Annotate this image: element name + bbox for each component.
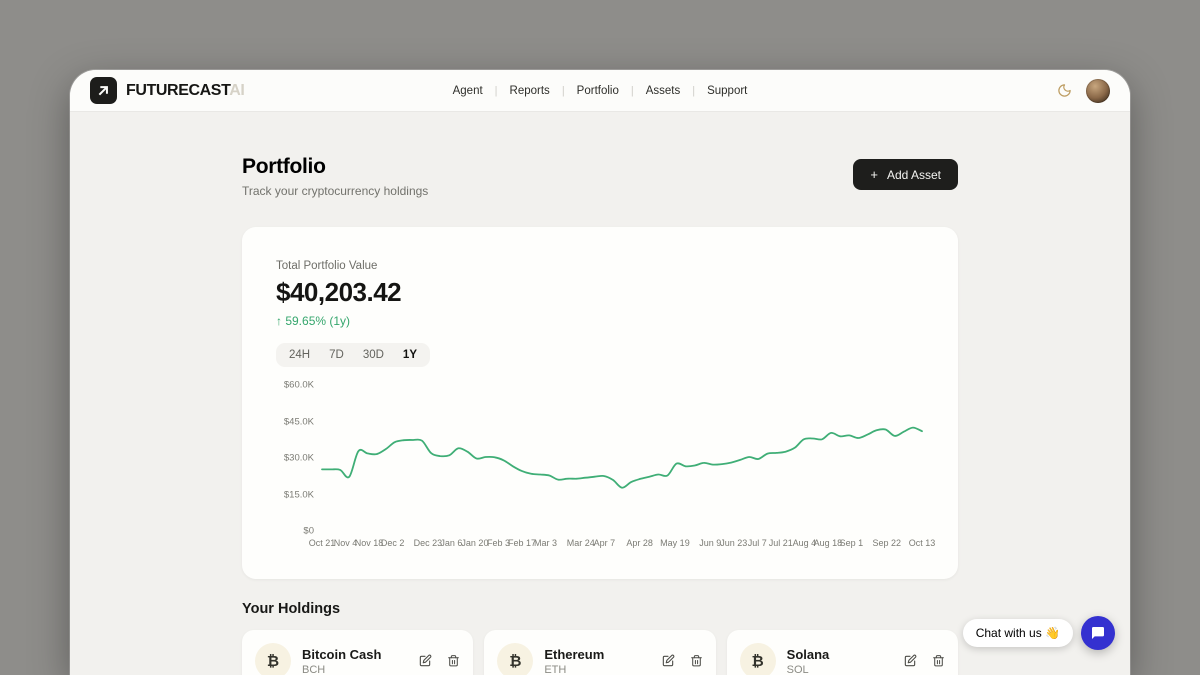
x-tick-label: Jun 9 [699,538,722,548]
y-tick-label: $45.0K [283,416,314,427]
nav-divider: | [494,84,498,97]
x-tick-label: Jul 21 [768,538,793,548]
range-tabs: 24H 7D 30D 1Y [276,343,430,367]
x-tick-label: Sep 1 [839,538,864,548]
nav-divider: | [561,84,565,97]
edit-icon [904,654,917,667]
nav-divider: | [692,84,696,97]
y-tick-label: $15.0K [283,489,314,500]
header-controls [1057,78,1110,103]
coin-name: Bitcoin Cash [302,646,382,662]
trash-icon [448,655,460,667]
range-tab-24h[interactable]: 24H [289,349,311,361]
nav-item-assets[interactable]: Assets [645,84,681,97]
holding-card-sol: ₿ Solana SOL AI Score: -1 (Slightly Bear… [726,630,958,675]
x-tick-label: Mar 24 [566,538,595,548]
x-tick-label: Dec 2 [380,538,405,548]
page-subtitle: Track your cryptocurrency holdings [242,184,429,198]
coin-icon: ₿ [497,643,534,675]
x-tick-label: Apr 28 [626,538,653,548]
top-navbar: FUTURECASTAI Agent | Reports | Portfolio | … [70,70,1130,112]
y-tick-label: $60.0K [283,379,314,391]
x-tick-label: Jun 23 [720,538,748,548]
page-header: Portfolio Track your cryptocurrency hold… [242,155,958,198]
coin-icon: ₿ [739,643,776,675]
coin-name: Solana [786,646,830,662]
coin-name: Ethereum [544,646,605,662]
chat-launcher-button[interactable] [1081,616,1115,650]
edit-icon [662,654,675,667]
page-title: Portfolio [242,155,326,178]
delete-asset-button[interactable] [932,654,945,668]
page-content: Portfolio Track your cryptocurrency hold… [242,112,958,675]
edit-asset-button[interactable] [903,654,917,668]
portfolio-value-card: Total Portfolio Value $40,203.42 ↑ 59.65… [242,227,958,579]
delete-asset-button[interactable] [447,654,460,668]
edit-asset-button[interactable] [661,654,675,668]
brand-logo[interactable]: FUTURECASTAI [90,77,245,104]
nav-item-agent[interactable]: Agent [452,84,483,97]
y-tick-label: $0 [303,525,314,537]
x-tick-label: Apr 7 [593,538,616,548]
x-tick-label: Mar 3 [534,538,558,548]
holding-card-eth: ₿ Ethereum ETH AI Score: -4 (Slightly Be… [484,630,716,675]
main-nav: Agent | Reports | Portfolio | Assets | Suppo… [453,85,748,97]
x-tick-label: Aug 18 [813,538,843,548]
range-tab-7d[interactable]: 7D [329,349,344,361]
holdings-cards: ₿ Bitcoin Cash BCH AI Score: -1 (Slightl… [242,630,958,675]
moon-icon [1058,84,1071,97]
nav-divider: | [630,84,634,97]
x-tick-label: Oct 21 [308,538,336,548]
total-value-label: Total Portfolio Value [276,260,378,272]
plot-area [321,426,923,489]
edit-asset-button[interactable] [418,654,432,668]
x-tick-label: Dec 23 [413,538,443,548]
trash-icon [933,655,944,667]
chat-with-us-pill[interactable]: Chat with us 👋 [962,619,1073,647]
nav-item-support[interactable]: Support [707,84,748,97]
range-tab-30d[interactable]: 30D [362,349,384,361]
line-chart: $0 $15.0K $30.0K $45.0K $60.0K Oct 21 Nov 4 No… [276,380,935,549]
plus-icon: + [870,167,878,182]
chat-bubble-icon [1092,627,1104,639]
dark-mode-toggle[interactable] [1057,83,1072,98]
x-tick-label: May 19 [660,538,690,548]
x-tick-label: Nov 4 [333,538,358,548]
change-indicator: ↑ 59.65% (1y) [276,314,351,328]
arrow-up-right-icon [98,86,108,96]
coin-symbol: SOL [786,663,809,675]
coin-icon: ₿ [255,643,291,675]
edit-icon [420,654,432,667]
brand-wordmark: FUTURECASTAI [126,81,245,99]
nav-item-reports[interactable]: Reports [509,84,550,97]
range-tab-1y[interactable]: 1Y [402,349,417,361]
x-tick-label: Sep 22 [872,538,901,548]
portfolio-line-series [321,426,923,489]
user-avatar[interactable] [1086,78,1110,103]
holding-card-bch: ₿ Bitcoin Cash BCH AI Score: -1 (Slightl… [242,630,474,675]
y-tick-label: $30.0K [283,452,314,464]
x-tick-label: Jul 7 [747,538,767,548]
nav-item-portfolio[interactable]: Portfolio [576,84,619,97]
x-tick-label: Jan 6 [440,538,463,548]
app-window: FUTURECASTAI Agent | Reports | Portfolio | … [70,70,1130,675]
coin-symbol: ETH [544,663,567,675]
x-tick-label: Oct 13 [908,538,936,548]
delete-asset-button[interactable] [690,654,703,668]
x-tick-label: Jan 20 [461,538,489,548]
coin-symbol: BCH [302,663,326,675]
add-asset-button[interactable]: + Add Asset [853,159,958,190]
trash-icon [690,655,702,667]
total-value: $40,203.42 [276,277,402,307]
x-tick-label: Nov 18 [354,538,384,548]
x-tick-label: Aug 4 [792,538,817,548]
logo-mark [90,77,117,104]
holdings-section-title: Your Holdings [242,601,341,617]
x-tick-label: Feb 3 [486,538,510,548]
x-tick-label: Feb 17 [507,538,537,548]
